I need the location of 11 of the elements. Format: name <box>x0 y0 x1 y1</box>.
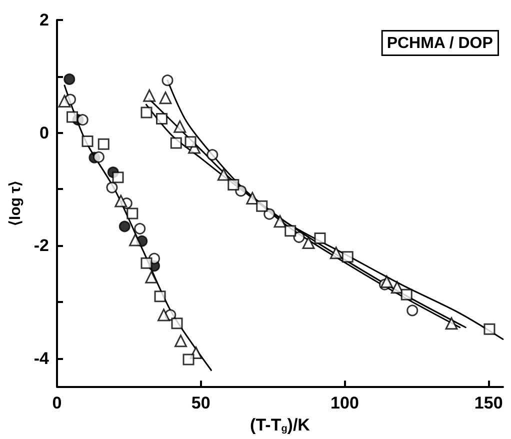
x-tick-label: 50 <box>191 394 210 413</box>
y-tick-label: 2 <box>40 10 50 30</box>
y-tick-label: 0 <box>40 123 50 142</box>
y-tick-label: -2 <box>34 236 50 256</box>
x-axis-title: (T-Tg)/K <box>250 416 311 434</box>
x-tick-label: 100 <box>330 394 359 413</box>
y-tick-label: -4 <box>34 348 50 368</box>
y-axis-title: ⟨log τ⟩ <box>7 180 24 226</box>
x-tick-label: 150 <box>474 394 503 413</box>
x-tick-label: 0 <box>52 394 62 413</box>
annotation: PCHMA / DOP <box>386 35 494 52</box>
